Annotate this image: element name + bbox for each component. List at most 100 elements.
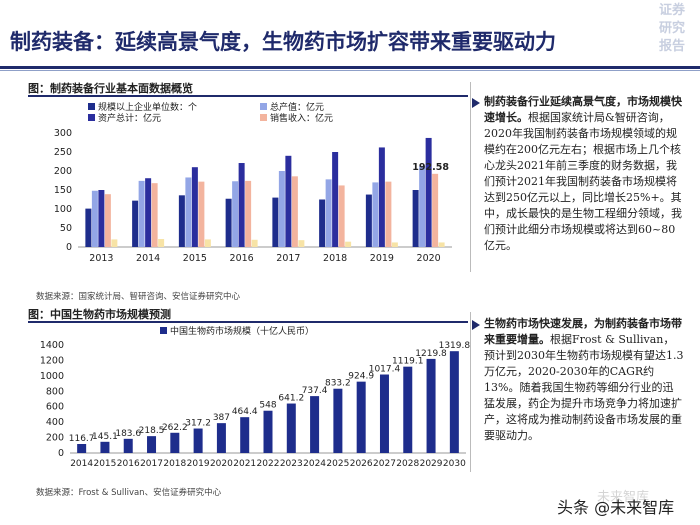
bar [338, 185, 345, 247]
data-label: 833.2 [325, 379, 351, 389]
legend-label: 销售收入：亿元 [270, 112, 333, 124]
industry-overview-chart: 0 50 100 150 200 250 300 2013 2014 2015 2016 2017 20… [54, 101, 452, 264]
x-tick-label: 2020 [210, 459, 233, 469]
data-label: 116.7 [69, 434, 95, 444]
bar [147, 436, 157, 453]
x-tick-label: 2017 [276, 253, 300, 264]
data-label: 1219.8 [415, 349, 447, 359]
data-label: 317.2 [185, 419, 211, 429]
bullet-paragraph: 生物药市场快速发展，为制药装备市场带来重要增量。根据Frost & Sulliv… [484, 316, 684, 444]
bullet-body: 根据国家统计局&智研咨询，2020年我国制药装备市场规模领域的规模约在200亿元… [484, 111, 682, 252]
bar [319, 199, 326, 247]
y-tick-label: 0 [58, 448, 64, 459]
bar [132, 200, 139, 247]
bar [449, 351, 459, 453]
x-tick-label: 2024 [303, 459, 326, 469]
column-divider [470, 82, 471, 272]
bar [145, 178, 152, 247]
bar [77, 443, 87, 453]
bar [170, 432, 180, 453]
x-tick-label: 2018 [323, 253, 347, 264]
bar [151, 183, 158, 247]
figure1-title-rule [28, 95, 468, 97]
legend-label: 中国生物药市场规模（十亿人民币） [170, 325, 314, 337]
bar [198, 181, 205, 247]
y-tick-label: 250 [54, 147, 72, 158]
bar [191, 167, 198, 247]
bar [238, 163, 245, 247]
bar [111, 239, 118, 247]
bar [325, 179, 332, 247]
report-logo: 证券 研究 报告 [650, 2, 694, 56]
y-tick-label: 50 [60, 223, 72, 234]
legend-label: 总产值：亿元 [270, 101, 324, 113]
y-tick-label: 200 [54, 166, 72, 177]
bar [356, 381, 366, 453]
data-label: 737.4 [302, 386, 328, 396]
data-label: 218.5 [139, 426, 165, 436]
bar [225, 198, 232, 247]
figure2-source: 数据来源：Frost & Sullivan、安信证券研究中心 [36, 488, 222, 498]
x-tick-label: 2026 [350, 459, 373, 469]
x-tick-label: 2016 [230, 253, 254, 264]
data-label: 641.2 [278, 394, 304, 404]
data-label: 1017.4 [369, 365, 401, 375]
bar [204, 239, 211, 247]
bar [240, 417, 250, 453]
x-tick-label: 2017 [140, 459, 163, 469]
data-label: 387 [213, 413, 230, 423]
legend-label: 规模以上企业单位数：个 [98, 101, 197, 113]
header-rule [0, 66, 700, 69]
bar [286, 403, 296, 453]
bar [216, 423, 226, 453]
bar [332, 152, 339, 247]
logo-line: 证券 [658, 3, 685, 18]
bar [263, 410, 273, 453]
y-tick-label: 200 [46, 433, 64, 444]
bar [232, 181, 239, 247]
y-tick-label: 600 [46, 402, 64, 413]
y-tick-label: 1400 [40, 340, 64, 351]
x-tick-label: 2014 [136, 253, 160, 264]
bar [432, 173, 439, 247]
bar [251, 239, 258, 247]
page-title: 制药装备：延续高景气度，生物药市场扩容带来重要驱动力 [10, 29, 556, 54]
column-divider [470, 312, 471, 472]
bar [391, 242, 398, 247]
bar [298, 240, 305, 247]
bar [104, 194, 111, 247]
bar [193, 428, 203, 453]
bar [278, 171, 285, 247]
bar [291, 176, 298, 247]
data-label: 924.9 [348, 372, 374, 382]
bar [345, 241, 352, 247]
data-label: 464.4 [232, 407, 258, 417]
x-tick-label: 2029 [420, 459, 443, 469]
bullet-arrow-icon [472, 320, 480, 330]
bullet-paragraph: 制药装备行业延续高景气度，市场规模快速增长。根据国家统计局&智研咨询，2020年… [484, 94, 684, 254]
bar [333, 388, 343, 453]
x-tick-label: 2021 [233, 459, 256, 469]
x-tick-label: 2020 [417, 253, 441, 264]
bar [412, 190, 419, 247]
bar [438, 242, 445, 247]
bar [178, 195, 185, 247]
y-tick-label: 1000 [40, 371, 64, 382]
x-tick-label: 2022 [257, 459, 280, 469]
y-tick-label: 100 [54, 204, 72, 215]
logo-line: 研究 [658, 21, 685, 36]
x-tick-label: 2023 [280, 459, 303, 469]
data-label: 262.2 [162, 423, 188, 433]
data-label: 1319.8 [439, 341, 470, 351]
x-tick-label: 2028 [396, 459, 419, 469]
data-label: 192.58 [412, 162, 449, 173]
y-tick-label: 300 [54, 128, 72, 139]
biologics-market-chart: 0 200 400 600 800 1000 1200 1400 116.7 2014 145.1 2… [40, 325, 470, 469]
x-tick-label: 2018 [163, 459, 186, 469]
bullet-arrow-icon [472, 98, 480, 108]
data-label: 548 [259, 401, 276, 411]
legend-swatch [88, 103, 95, 110]
bar [425, 137, 432, 247]
bar [138, 180, 145, 247]
bar [378, 147, 385, 247]
